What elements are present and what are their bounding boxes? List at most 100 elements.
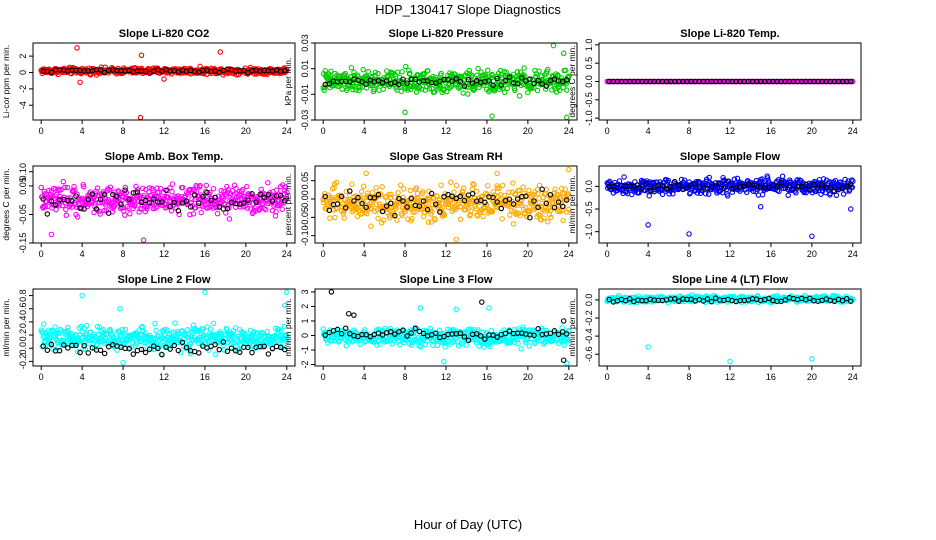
data-point <box>396 341 403 348</box>
outlier-point <box>117 305 123 312</box>
hourly-point <box>151 196 157 202</box>
x-tick-label: 24 <box>282 249 292 259</box>
data-point <box>97 211 103 217</box>
outlier-point <box>328 289 335 295</box>
y-tick-label: -0.01 <box>300 84 310 105</box>
hourly-point <box>269 198 276 204</box>
data-point <box>526 187 532 194</box>
outlier-point <box>564 360 570 366</box>
outlier-point <box>441 358 447 365</box>
data-point <box>188 340 194 346</box>
hourly-point <box>347 188 353 194</box>
hourly-point <box>142 197 149 204</box>
hourly-point <box>741 183 748 189</box>
hourly-point <box>490 194 496 201</box>
y-tick-label: -0.5 <box>584 201 594 217</box>
data-point <box>560 217 566 224</box>
hourly-point <box>89 191 96 197</box>
hourly-point <box>404 204 410 210</box>
outlier-point <box>282 302 288 309</box>
data-point <box>221 347 228 353</box>
hourly-point <box>396 195 402 202</box>
hourly-point <box>142 349 149 356</box>
hourly-point <box>101 350 108 357</box>
hourly-point <box>146 346 153 352</box>
data-point <box>63 212 70 218</box>
data-point <box>80 340 87 346</box>
data-point <box>62 184 68 191</box>
data-point <box>184 327 191 333</box>
plot-frame <box>598 288 862 367</box>
y-axis-label: Li-cor ppm per min. <box>1 45 11 118</box>
data-point <box>233 185 239 192</box>
hourly-point <box>400 76 406 82</box>
hourly-point <box>490 82 496 89</box>
data-point <box>566 206 572 213</box>
data-point <box>427 325 434 332</box>
data-point <box>743 189 750 196</box>
data-point <box>211 197 218 204</box>
data-point <box>411 203 417 210</box>
data-point <box>55 186 62 192</box>
x-tick-label: 4 <box>646 372 651 382</box>
data-point <box>399 212 405 219</box>
hourly-point <box>774 184 780 190</box>
data-point <box>52 324 58 330</box>
data-point <box>526 343 533 349</box>
y-tick-label: 3 <box>300 289 310 294</box>
y-tick-label: -0.15 <box>18 233 28 254</box>
data-point <box>122 326 129 333</box>
data-point <box>106 187 113 193</box>
y-tick-label: 0.01 <box>300 60 310 78</box>
y-tick-label: 0.10 <box>18 163 28 181</box>
y-axis-label: kPa per min. <box>283 58 293 106</box>
hourly-point <box>216 204 223 210</box>
x-tick-label: 24 <box>282 126 292 136</box>
data-point <box>134 186 141 193</box>
data-point <box>549 87 555 93</box>
hourly-point <box>159 351 165 358</box>
hourly-point <box>778 179 784 186</box>
hourly-point <box>138 346 145 353</box>
y-tick-label: 0.5 <box>584 57 594 70</box>
data-point <box>525 89 531 96</box>
x-tick-label: 0 <box>605 126 610 136</box>
data-point <box>179 184 186 191</box>
data-point <box>529 85 535 91</box>
hourly-point <box>97 347 104 354</box>
panel-title: Slope Line 4 (LT) Flow <box>672 274 788 286</box>
hourly-point <box>375 191 382 198</box>
hourly-point <box>535 77 541 84</box>
data-point <box>194 327 200 333</box>
data-point <box>466 67 473 74</box>
data-point <box>508 201 514 207</box>
x-tick-label: 0 <box>321 372 326 382</box>
hourly-point <box>212 194 218 201</box>
data-point <box>268 340 274 346</box>
hourly-point <box>457 78 464 85</box>
data-point <box>53 330 60 337</box>
outlier-point <box>202 289 208 296</box>
y-tick-label: 0.0 <box>584 180 594 193</box>
hourly-point <box>839 297 846 304</box>
outlier-point <box>560 357 567 363</box>
hourly-point <box>523 193 529 199</box>
hourly-point <box>671 178 678 185</box>
hourly-point <box>60 342 67 348</box>
hourly-point <box>782 297 789 303</box>
hourly-point <box>643 181 649 187</box>
data-point <box>425 219 432 225</box>
data-point <box>468 208 474 214</box>
data-point <box>212 351 219 358</box>
data-point <box>406 67 412 74</box>
outlier-point <box>479 299 485 305</box>
data-point <box>556 207 562 214</box>
outlier-point <box>120 359 126 366</box>
data-point <box>78 196 84 203</box>
data-point <box>197 182 203 189</box>
hourly-point <box>514 196 521 202</box>
hourly-point <box>200 193 206 200</box>
data-point <box>386 212 393 219</box>
x-tick-label: 20 <box>523 126 533 136</box>
